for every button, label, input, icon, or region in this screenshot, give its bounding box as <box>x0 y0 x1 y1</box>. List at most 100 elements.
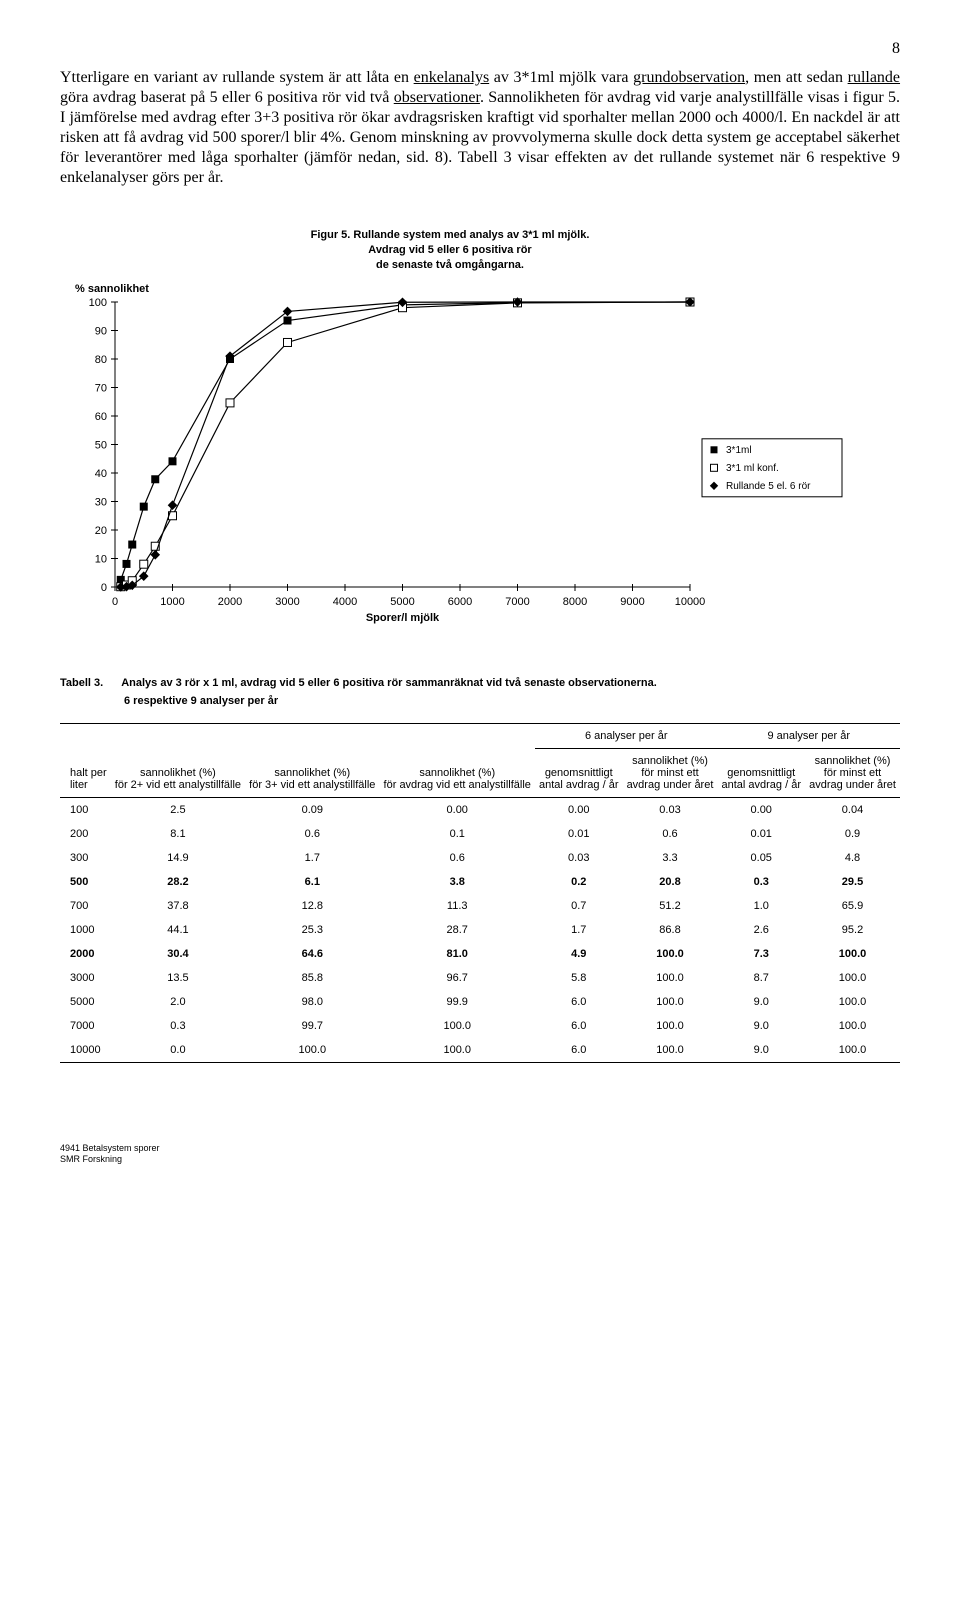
table-col-header: sannolikhet (%)för minst ettavdrag under… <box>805 748 900 797</box>
table-cell: 44.1 <box>111 918 245 942</box>
table-cell: 0.00 <box>535 797 623 822</box>
table-cell: 100.0 <box>623 942 718 966</box>
table-cell: 1.7 <box>245 846 379 870</box>
table-cell: 0.2 <box>535 870 623 894</box>
table-cell: 100.0 <box>805 1038 900 1063</box>
chart-figure-5: Figur 5. Rullande system med analys av 3… <box>60 228 900 627</box>
svg-text:70: 70 <box>95 382 107 394</box>
chart-title: Figur 5. Rullande system med analys av 3… <box>190 228 710 273</box>
table-cell: 6.0 <box>535 1038 623 1063</box>
table-row: 100044.125.328.71.786.82.695.2 <box>60 918 900 942</box>
table-cell: 100.0 <box>805 966 900 990</box>
table-cell: 0.9 <box>805 822 900 846</box>
table-cell: 200 <box>60 822 111 846</box>
table-cell: 0.01 <box>535 822 623 846</box>
chart-canvas: 0102030405060708090100010002000300040005… <box>60 297 860 627</box>
table-caption: Tabell 3. Analys av 3 rör x 1 ml, avdrag… <box>60 677 900 689</box>
table-cell: 7000 <box>60 1014 111 1038</box>
body-paragraph: Ytterligare en variant av rullande syste… <box>60 68 900 188</box>
table-cell: 6.0 <box>535 1014 623 1038</box>
table-col-header: sannolikhet (%)för avdrag vid ett analys… <box>379 748 534 797</box>
table-row: 50028.26.13.80.220.80.329.5 <box>60 870 900 894</box>
table-cell: 3.8 <box>379 870 534 894</box>
table-cell: 100.0 <box>623 1038 718 1063</box>
table-cell: 37.8 <box>111 894 245 918</box>
table-cell: 6.1 <box>245 870 379 894</box>
table-cell: 100.0 <box>379 1014 534 1038</box>
page-footer: 4941 Betalsystem sporer SMR Forskning <box>60 1143 900 1166</box>
chart-title-line1: Figur 5. Rullande system med analys av 3… <box>311 229 590 241</box>
table-cell: 2.6 <box>717 918 805 942</box>
svg-text:4000: 4000 <box>333 596 357 608</box>
table-cell: 96.7 <box>379 966 534 990</box>
table-cell: 300 <box>60 846 111 870</box>
table-cell: 4.9 <box>535 942 623 966</box>
table-cell: 0.09 <box>245 797 379 822</box>
table-cell: 100 <box>60 797 111 822</box>
svg-text:0: 0 <box>112 596 118 608</box>
table-cell: 1000 <box>60 918 111 942</box>
chart-y-axis-label: % sannolikhet <box>75 283 900 295</box>
table-row: 200030.464.681.04.9100.07.3100.0 <box>60 942 900 966</box>
table-cell: 86.8 <box>623 918 718 942</box>
svg-text:8000: 8000 <box>563 596 587 608</box>
table-row: 70037.812.811.30.751.21.065.9 <box>60 894 900 918</box>
table-col-header: genomsnittligtantal avdrag / år <box>535 748 623 797</box>
table-row: 2008.10.60.10.010.60.010.9 <box>60 822 900 846</box>
table-cell: 0.00 <box>717 797 805 822</box>
data-table: 6 analyser per år9 analyser per århalt p… <box>60 723 900 1063</box>
page-number: 8 <box>60 40 900 58</box>
table-row: 300013.585.896.75.8100.08.7100.0 <box>60 966 900 990</box>
table-cell: 0.3 <box>717 870 805 894</box>
table-cell: 0.6 <box>623 822 718 846</box>
table-cell: 0.05 <box>717 846 805 870</box>
table-cell: 2.0 <box>111 990 245 1014</box>
table-cell: 2.5 <box>111 797 245 822</box>
svg-text:3*1ml: 3*1ml <box>726 444 752 455</box>
table-cell: 0.6 <box>379 846 534 870</box>
footer-line1: 4941 Betalsystem sporer <box>60 1143 160 1153</box>
table-cell: 0.01 <box>717 822 805 846</box>
table-row: 100000.0100.0100.06.0100.09.0100.0 <box>60 1038 900 1063</box>
table-group-6: 6 analyser per år <box>535 723 717 748</box>
table-cell: 12.8 <box>245 894 379 918</box>
svg-text:3*1 ml konf.: 3*1 ml konf. <box>726 462 779 473</box>
table-cell: 30.4 <box>111 942 245 966</box>
table-cell: 29.5 <box>805 870 900 894</box>
table-cell: 3.3 <box>623 846 718 870</box>
table-cell: 11.3 <box>379 894 534 918</box>
table-cell: 8.7 <box>717 966 805 990</box>
svg-text:2000: 2000 <box>218 596 242 608</box>
table-cell: 9.0 <box>717 1014 805 1038</box>
table-cell: 2000 <box>60 942 111 966</box>
svg-text:60: 60 <box>95 411 107 423</box>
table-cell: 51.2 <box>623 894 718 918</box>
table-cell: 100.0 <box>805 990 900 1014</box>
table-cell: 4.8 <box>805 846 900 870</box>
table-col-header: sannolikhet (%)för 2+ vid ett analystill… <box>111 748 245 797</box>
svg-text:0: 0 <box>101 582 107 594</box>
table-cell: 700 <box>60 894 111 918</box>
table-cell: 5.8 <box>535 966 623 990</box>
table-cell: 10000 <box>60 1038 111 1063</box>
table-cell: 9.0 <box>717 990 805 1014</box>
svg-text:7000: 7000 <box>505 596 529 608</box>
table-cell: 6.0 <box>535 990 623 1014</box>
table-cell: 3000 <box>60 966 111 990</box>
table-3: Tabell 3. Analys av 3 rör x 1 ml, avdrag… <box>60 677 900 1063</box>
footer-line2: SMR Forskning <box>60 1154 122 1164</box>
table-cell: 13.5 <box>111 966 245 990</box>
svg-text:Rullande 5 el. 6 rör: Rullande 5 el. 6 rör <box>726 480 811 491</box>
svg-text:30: 30 <box>95 496 107 508</box>
table-cell: 0.6 <box>245 822 379 846</box>
svg-text:20: 20 <box>95 525 107 537</box>
table-cell: 0.0 <box>111 1038 245 1063</box>
table-cell: 5000 <box>60 990 111 1014</box>
table-caption-text: Analys av 3 rör x 1 ml, avdrag vid 5 ell… <box>121 677 657 689</box>
table-cell: 28.2 <box>111 870 245 894</box>
table-cell: 64.6 <box>245 942 379 966</box>
table-cell: 500 <box>60 870 111 894</box>
svg-text:80: 80 <box>95 354 107 366</box>
svg-text:10: 10 <box>95 553 107 565</box>
table-row: 70000.399.7100.06.0100.09.0100.0 <box>60 1014 900 1038</box>
